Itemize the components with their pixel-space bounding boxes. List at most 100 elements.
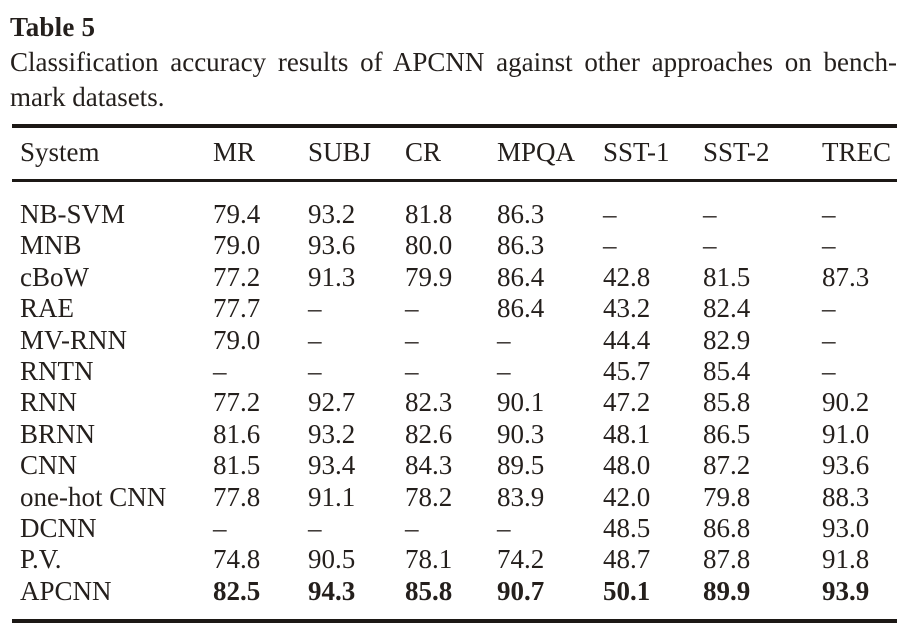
value-cell: 87.8 bbox=[703, 544, 751, 575]
value-cell: 48.1 bbox=[603, 418, 651, 449]
value-cell: 90.1 bbox=[497, 387, 545, 418]
value-cell: 93.6 bbox=[822, 450, 870, 481]
value-cell: 48.7 bbox=[603, 544, 651, 575]
value-cell: 85.8 bbox=[405, 575, 453, 606]
value-cell: 82.4 bbox=[703, 293, 751, 324]
table-row: one-hot CNN 77.8 91.1 78.2 83.9 42.0 79.8 88.3 bbox=[12, 482, 897, 513]
value-cell: 79.9 bbox=[405, 261, 453, 292]
value-cell: 86.5 bbox=[703, 418, 751, 449]
value-cell: 84.3 bbox=[405, 450, 453, 481]
value-cell: 85.4 bbox=[703, 356, 751, 387]
header-row: System MR SUBJ CR MPQA SST-1 SST-2 TREC bbox=[12, 126, 897, 182]
value-cell: 91.3 bbox=[308, 261, 356, 292]
value-cell: 79.8 bbox=[703, 481, 751, 512]
table-row: DCNN – – – – 48.5 86.8 93.0 bbox=[12, 513, 897, 544]
value-cell: 93.2 bbox=[308, 418, 356, 449]
value-cell: 90.3 bbox=[497, 418, 545, 449]
table-row: NB-SVM 79.4 93.2 81.8 86.3 – – – bbox=[12, 181, 897, 231]
value-cell: – bbox=[822, 230, 836, 261]
table-row: RNTN – – – – 45.7 85.4 – bbox=[12, 356, 897, 387]
value-cell: 78.2 bbox=[405, 481, 453, 512]
value-cell: – bbox=[308, 513, 322, 544]
table-row: RNN 77.2 92.7 82.3 90.1 47.2 85.8 90.2 bbox=[12, 387, 897, 418]
caption-line-1: Classification accuracy results of APCNN… bbox=[10, 47, 897, 77]
value-cell: – bbox=[822, 293, 836, 324]
column-header-mpqa: MPQA bbox=[497, 126, 603, 182]
system-cell: RAE bbox=[20, 293, 74, 324]
value-cell: 81.5 bbox=[213, 450, 261, 481]
value-cell: 93.6 bbox=[308, 230, 356, 261]
value-cell: 86.4 bbox=[497, 293, 545, 324]
value-cell: 86.3 bbox=[497, 230, 545, 261]
value-cell: 74.8 bbox=[213, 544, 261, 575]
table-title: Table 5 bbox=[10, 12, 96, 42]
value-cell: 90.2 bbox=[822, 387, 870, 418]
value-cell: 88.3 bbox=[822, 481, 870, 512]
caption-line-2: mark datasets. bbox=[10, 82, 165, 112]
table-row: P.V. 74.8 90.5 78.1 74.2 48.7 87.8 91.8 bbox=[12, 544, 897, 575]
table-row: APCNN 82.5 94.3 85.8 90.7 50.1 89.9 93.9 bbox=[12, 576, 897, 621]
value-cell: – bbox=[308, 356, 322, 387]
value-cell: – bbox=[603, 230, 617, 261]
value-cell: 90.5 bbox=[308, 544, 356, 575]
value-cell: 85.8 bbox=[703, 387, 751, 418]
column-header-mr: MR bbox=[213, 126, 308, 182]
system-cell: DCNN bbox=[20, 513, 97, 544]
value-cell: 93.4 bbox=[308, 450, 356, 481]
value-cell: – bbox=[703, 199, 717, 229]
value-cell: 91.8 bbox=[822, 544, 870, 575]
column-header-sst1: SST-1 bbox=[603, 126, 703, 182]
value-cell: – bbox=[405, 356, 419, 387]
column-header-system: System bbox=[12, 126, 213, 182]
value-cell: 50.1 bbox=[603, 575, 651, 606]
system-cell: MNB bbox=[20, 230, 82, 261]
column-header-cr: CR bbox=[405, 126, 497, 182]
value-cell: 81.8 bbox=[405, 199, 453, 229]
value-cell: 77.2 bbox=[213, 261, 261, 292]
table-row: MNB 79.0 93.6 80.0 86.3 – – – bbox=[12, 230, 897, 261]
value-cell: 48.5 bbox=[603, 513, 651, 544]
value-cell: 77.2 bbox=[213, 387, 261, 418]
value-cell: – bbox=[405, 513, 419, 544]
value-cell: 94.3 bbox=[308, 575, 356, 606]
value-cell: 44.4 bbox=[603, 324, 651, 355]
value-cell: 42.0 bbox=[603, 481, 651, 512]
value-cell: – bbox=[703, 230, 717, 261]
table-row: BRNN 81.6 93.2 82.6 90.3 48.1 86.5 91.0 bbox=[12, 419, 897, 450]
value-cell: 42.8 bbox=[603, 261, 651, 292]
system-cell: P.V. bbox=[20, 544, 62, 575]
value-cell: 92.7 bbox=[308, 387, 356, 418]
system-cell: BRNN bbox=[20, 418, 96, 449]
value-cell: – bbox=[405, 324, 419, 355]
value-cell: 93.2 bbox=[308, 199, 356, 229]
value-cell: 86.4 bbox=[497, 261, 545, 292]
system-cell: APCNN bbox=[20, 575, 112, 606]
value-cell: 82.5 bbox=[213, 575, 261, 606]
value-cell: – bbox=[497, 356, 511, 387]
value-cell: 48.0 bbox=[603, 450, 651, 481]
column-header-sst2: SST-2 bbox=[703, 126, 822, 182]
value-cell: 74.2 bbox=[497, 544, 545, 575]
value-cell: – bbox=[405, 293, 419, 324]
value-cell: 77.8 bbox=[213, 481, 261, 512]
value-cell: 79.4 bbox=[213, 199, 261, 229]
value-cell: 82.3 bbox=[405, 387, 453, 418]
value-cell: 86.3 bbox=[497, 199, 545, 229]
value-cell: – bbox=[603, 199, 617, 229]
value-cell: – bbox=[497, 513, 511, 544]
table-caption: Classification accuracy results of APCNN… bbox=[10, 45, 897, 115]
value-cell: 47.2 bbox=[603, 387, 651, 418]
value-cell: 93.0 bbox=[822, 513, 870, 544]
value-cell: 87.3 bbox=[822, 261, 870, 292]
value-cell: – bbox=[822, 324, 836, 355]
system-cell: NB-SVM bbox=[20, 199, 126, 229]
system-cell: cBoW bbox=[20, 261, 89, 292]
column-header-subj: SUBJ bbox=[308, 126, 405, 182]
value-cell: 79.0 bbox=[213, 230, 261, 261]
value-cell: 89.9 bbox=[703, 575, 751, 606]
value-cell: – bbox=[213, 513, 227, 544]
table-row: CNN 81.5 93.4 84.3 89.5 48.0 87.2 93.6 bbox=[12, 450, 897, 481]
value-cell: 89.5 bbox=[497, 450, 545, 481]
value-cell: 79.0 bbox=[213, 324, 261, 355]
